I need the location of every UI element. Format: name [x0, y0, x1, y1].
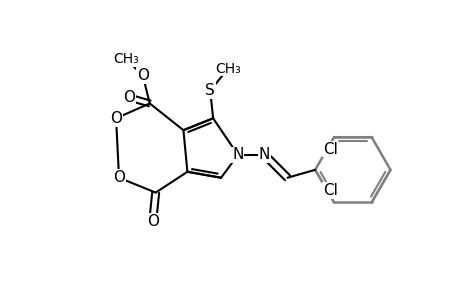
Text: Cl: Cl	[322, 183, 337, 198]
Text: S: S	[205, 83, 215, 98]
Text: N: N	[232, 148, 243, 163]
Text: O: O	[136, 68, 149, 83]
Text: O: O	[123, 90, 134, 105]
Text: O: O	[110, 111, 122, 126]
Text: O: O	[113, 170, 125, 185]
Text: O: O	[146, 214, 158, 229]
Text: CH₃: CH₃	[215, 62, 241, 76]
Text: N: N	[258, 148, 270, 163]
Text: Cl: Cl	[322, 142, 337, 157]
Text: CH₃: CH₃	[113, 52, 139, 66]
